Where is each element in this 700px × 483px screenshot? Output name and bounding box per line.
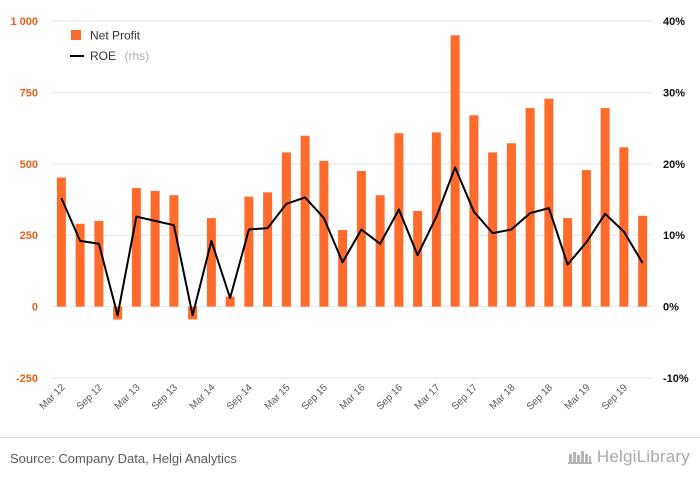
- left-axis: -250 0 250 500 750 1 000: [10, 16, 38, 385]
- bar-net-profit: [281, 152, 291, 307]
- x-tick-label: Sep 14: [225, 382, 255, 412]
- x-tick-label: Mar 16: [338, 382, 368, 412]
- roe-line: [60, 166, 644, 317]
- right-tick-label: 20%: [663, 159, 685, 171]
- bar-net-profit: [450, 35, 460, 307]
- bar-net-profit: [300, 135, 310, 307]
- grid-lines: [52, 20, 652, 379]
- bar-net-profit: [56, 177, 66, 307]
- legend-label-roe-group: ROE (rhs): [90, 47, 149, 64]
- bar-net-profit: [525, 108, 535, 307]
- bar-net-profit: [544, 98, 554, 307]
- x-tick-label: Mar 12: [38, 382, 68, 412]
- x-tick-label: Sep 16: [375, 382, 405, 412]
- right-axis: -10% 0% 10% 20% 30% 40%: [663, 16, 689, 385]
- x-tick-label: Sep 19: [600, 382, 630, 412]
- x-tick-label: Sep 13: [150, 382, 180, 412]
- right-tick-label: 0%: [663, 302, 679, 314]
- roe-line-layer: [60, 166, 644, 317]
- x-tick-label: Sep 15: [300, 382, 330, 412]
- legend-label-rhs: (rhs): [124, 49, 149, 63]
- right-tick-label: -10%: [663, 373, 689, 385]
- left-tick-label: 500: [20, 159, 38, 171]
- x-tick-label: Mar 15: [263, 382, 293, 412]
- bar-net-profit: [94, 220, 104, 307]
- right-tick-label: 40%: [663, 16, 685, 28]
- right-tick-label: 10%: [663, 230, 685, 242]
- bar-net-profit: [338, 230, 348, 307]
- bar-net-profit: [225, 296, 235, 307]
- bar-net-profit: [600, 108, 610, 307]
- bar-net-profit: [263, 192, 273, 307]
- bar-net-profit: [150, 190, 160, 307]
- bar-net-profit: [488, 152, 498, 307]
- bar-net-profit: [75, 223, 85, 307]
- x-tick-label: Mar 18: [488, 382, 518, 412]
- bar-net-profit: [431, 132, 441, 307]
- bar-net-profit: [581, 170, 591, 307]
- library-icon: [567, 451, 592, 464]
- left-tick-label: 750: [20, 87, 38, 99]
- x-tick-label: Mar 17: [413, 382, 443, 412]
- left-tick-label: -250: [16, 373, 38, 385]
- bar-net-profit: [244, 196, 254, 307]
- right-tick-label: 30%: [663, 87, 685, 99]
- bar-net-profit: [506, 143, 516, 307]
- bar-net-profit: [206, 218, 216, 307]
- bar-net-profit: [619, 147, 629, 307]
- x-tick-label: Mar 19: [563, 382, 593, 412]
- legend-swatch-net-profit: [71, 30, 81, 40]
- brand-name: HelgiLibrary: [596, 447, 690, 466]
- left-tick-label: 250: [20, 230, 38, 242]
- footer-divider: [0, 437, 700, 438]
- left-tick-label: 0: [32, 302, 38, 314]
- x-tick-label: Mar 13: [113, 382, 143, 412]
- x-axis: Mar 12 Sep 12 Mar 13 Sep 13 Mar 14 Sep 14 Mar …: [38, 382, 631, 413]
- bar-net-profit: [375, 195, 385, 307]
- bar-net-profit: [319, 160, 329, 307]
- legend-label-net-profit: Net Profit: [90, 29, 141, 43]
- net-profit-bars: [56, 35, 648, 320]
- chart: -250 0 250 500 750 1 000 -10% 0% 10% 20% 30% 40% M…: [10, 16, 689, 413]
- x-tick-label: Sep 18: [525, 382, 555, 412]
- bar-net-profit: [131, 188, 141, 307]
- legend: Net Profit ROE (rhs): [70, 29, 149, 64]
- bar-net-profit: [413, 210, 423, 307]
- bar-net-profit: [169, 195, 179, 307]
- left-tick-label: 1 000: [10, 16, 38, 28]
- x-tick-label: Sep 12: [75, 382, 105, 412]
- bar-net-profit: [394, 133, 404, 307]
- brand-logo[interactable]: HelgiLibrary: [567, 447, 690, 467]
- legend-label-roe: ROE: [90, 49, 116, 63]
- x-tick-label: Sep 17: [450, 382, 480, 412]
- x-tick-label: Mar 14: [188, 382, 218, 412]
- bar-net-profit: [356, 170, 366, 307]
- source-note: Source: Company Data, Helgi Analytics: [10, 451, 237, 466]
